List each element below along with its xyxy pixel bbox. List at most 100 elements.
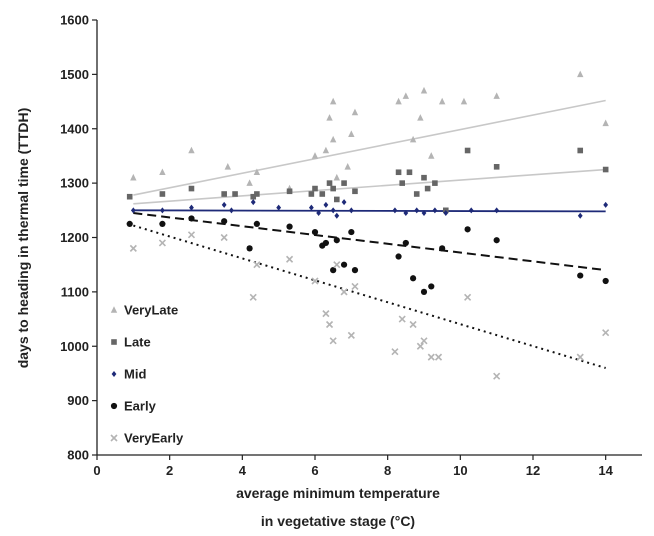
data-point-late xyxy=(395,169,402,176)
data-point-mid xyxy=(323,201,329,208)
x-tick-label: 4 xyxy=(239,463,247,478)
legend-marker-mid xyxy=(111,371,117,377)
y-tick-label: 800 xyxy=(67,448,89,463)
data-point-mid xyxy=(348,207,354,214)
trend-line-mid xyxy=(133,209,606,213)
data-point-mid xyxy=(341,199,347,206)
data-point-early xyxy=(439,245,446,252)
data-point-early xyxy=(330,267,337,274)
data-point-veryearly xyxy=(391,348,399,356)
data-point-late xyxy=(352,188,358,195)
data-point-verylate xyxy=(326,114,333,121)
data-point-late xyxy=(464,147,471,154)
data-point-early xyxy=(188,215,195,222)
data-point-mid xyxy=(130,207,136,214)
data-point-verylate xyxy=(322,146,330,154)
data-point-verylate xyxy=(438,97,446,105)
data-point-verylate xyxy=(311,152,319,159)
data-point-veryearly xyxy=(416,342,424,350)
trend-line-veryearly xyxy=(133,224,606,369)
data-point-veryearly xyxy=(398,315,406,323)
data-point-veryearly xyxy=(253,261,261,269)
data-point-veryearly xyxy=(286,255,294,263)
data-point-veryearly xyxy=(340,288,348,296)
data-point-late xyxy=(319,191,326,197)
data-point-late xyxy=(399,180,405,186)
data-point-early xyxy=(402,239,409,247)
data-point-mid xyxy=(334,212,340,219)
data-point-early xyxy=(602,277,609,285)
trend-line-verylate xyxy=(133,99,606,196)
data-point-verylate xyxy=(344,163,351,170)
data-point-late xyxy=(424,185,431,192)
data-point-veryearly xyxy=(325,320,334,329)
data-point-mid xyxy=(403,210,409,217)
data-point-veryearly xyxy=(220,233,228,242)
x-tick-label: 6 xyxy=(311,463,318,478)
data-point-early xyxy=(577,272,584,279)
legend-label-verylate: VeryLate xyxy=(124,303,178,318)
data-point-veryearly xyxy=(576,353,584,361)
data-point-early xyxy=(410,275,417,282)
data-point-late xyxy=(250,193,257,200)
y-tick-label: 1200 xyxy=(60,230,89,245)
data-point-mid xyxy=(443,210,449,217)
data-point-early xyxy=(126,220,133,228)
data-point-veryearly xyxy=(434,353,443,361)
data-point-verylate xyxy=(329,97,337,105)
data-point-mid xyxy=(421,210,427,217)
data-point-late xyxy=(232,191,238,197)
data-point-late xyxy=(286,188,293,195)
legend-label-veryearly: VeryEarly xyxy=(124,431,184,446)
data-point-veryearly xyxy=(493,372,501,380)
data-point-early xyxy=(159,220,166,228)
data-point-early xyxy=(253,220,260,228)
legend-label-mid: Mid xyxy=(124,367,146,382)
data-point-veryearly xyxy=(249,293,257,301)
x-tick-label: 2 xyxy=(166,463,173,478)
data-point-mid xyxy=(221,201,227,208)
data-point-verylate xyxy=(395,97,402,105)
data-point-late xyxy=(577,147,584,154)
data-point-verylate xyxy=(460,97,468,105)
data-point-mid xyxy=(308,204,314,211)
data-point-veryearly xyxy=(347,331,355,339)
data-point-verylate xyxy=(159,168,166,176)
data-point-early xyxy=(340,261,348,268)
data-point-mid xyxy=(250,199,256,206)
data-point-mid xyxy=(160,207,165,214)
data-point-mid xyxy=(577,212,583,219)
data-point-late xyxy=(126,193,133,200)
data-point-veryearly xyxy=(409,320,417,329)
data-point-veryearly xyxy=(351,282,359,291)
data-point-mid xyxy=(414,207,420,214)
x-tick-label: 10 xyxy=(453,463,467,478)
data-point-late xyxy=(341,180,347,186)
data-point-early xyxy=(333,237,340,244)
data-point-early xyxy=(221,218,228,225)
data-point-verylate xyxy=(253,168,261,176)
data-point-verylate xyxy=(402,92,410,99)
data-point-early xyxy=(428,283,435,290)
trend-line-early xyxy=(133,212,606,272)
data-point-verylate xyxy=(333,173,340,181)
y-tick-label: 1300 xyxy=(60,176,89,191)
data-point-mid xyxy=(468,207,474,214)
data-point-veryearly xyxy=(602,329,610,337)
x-tick-label: 8 xyxy=(384,463,391,478)
y-tick-label: 1600 xyxy=(60,13,89,28)
data-point-early xyxy=(493,237,500,244)
data-point-veryearly xyxy=(427,353,435,361)
x-axis-title-line2: in vegetative stage (°C) xyxy=(261,513,415,529)
x-tick-label: 0 xyxy=(93,463,100,478)
axes: 0 2 4 6 8 10 12 14 800 900 1000 1100 1200 1300 1400 150… xyxy=(60,13,642,478)
data-point-late xyxy=(432,180,438,186)
data-point-late xyxy=(421,174,427,181)
x-axis-title-line1: average minimum temperature xyxy=(236,485,440,501)
data-point-verylate xyxy=(348,130,355,137)
legend-marker-verylate xyxy=(110,306,118,313)
data-point-veryearly xyxy=(464,293,472,301)
data-point-verylate xyxy=(130,173,137,181)
data-point-veryearly xyxy=(420,337,428,345)
